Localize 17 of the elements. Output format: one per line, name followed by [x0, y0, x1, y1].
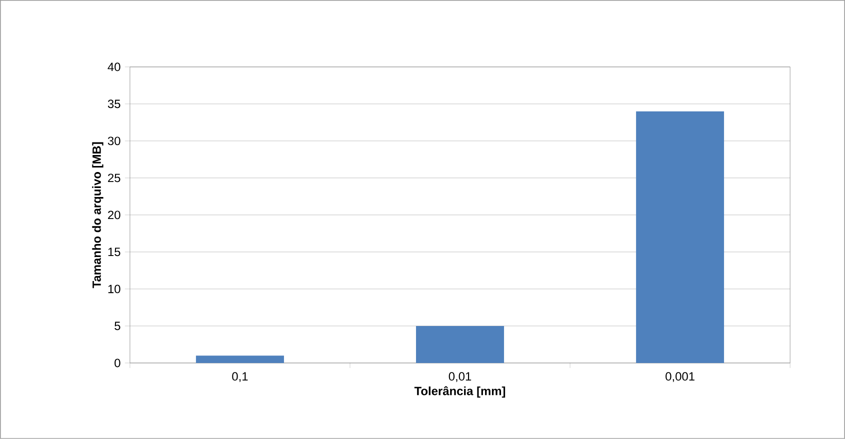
y-tick-label: 15: [108, 248, 120, 256]
y-tick-label: 10: [108, 284, 120, 294]
y-tick-label: 35: [108, 100, 120, 108]
y-tick-label: 20: [108, 210, 120, 220]
x-axis-title: Tolerância [mm]: [414, 386, 506, 398]
x-tick-label: 0,1: [232, 372, 248, 382]
y-tick-label: 40: [108, 62, 120, 72]
x-tick-label: 0,001: [666, 372, 694, 382]
x-tick-label: 0,01: [448, 372, 472, 382]
bar: [416, 326, 504, 364]
y-tick-label: 30: [108, 136, 120, 146]
y-tick-label: 25: [108, 174, 120, 182]
y-tick-label: 5: [114, 322, 120, 330]
bar: [196, 356, 284, 364]
y-axis-title: Tamanho do arquivo [MB]: [92, 142, 104, 288]
y-tick-label: 0: [114, 358, 120, 368]
bar: [636, 111, 724, 364]
